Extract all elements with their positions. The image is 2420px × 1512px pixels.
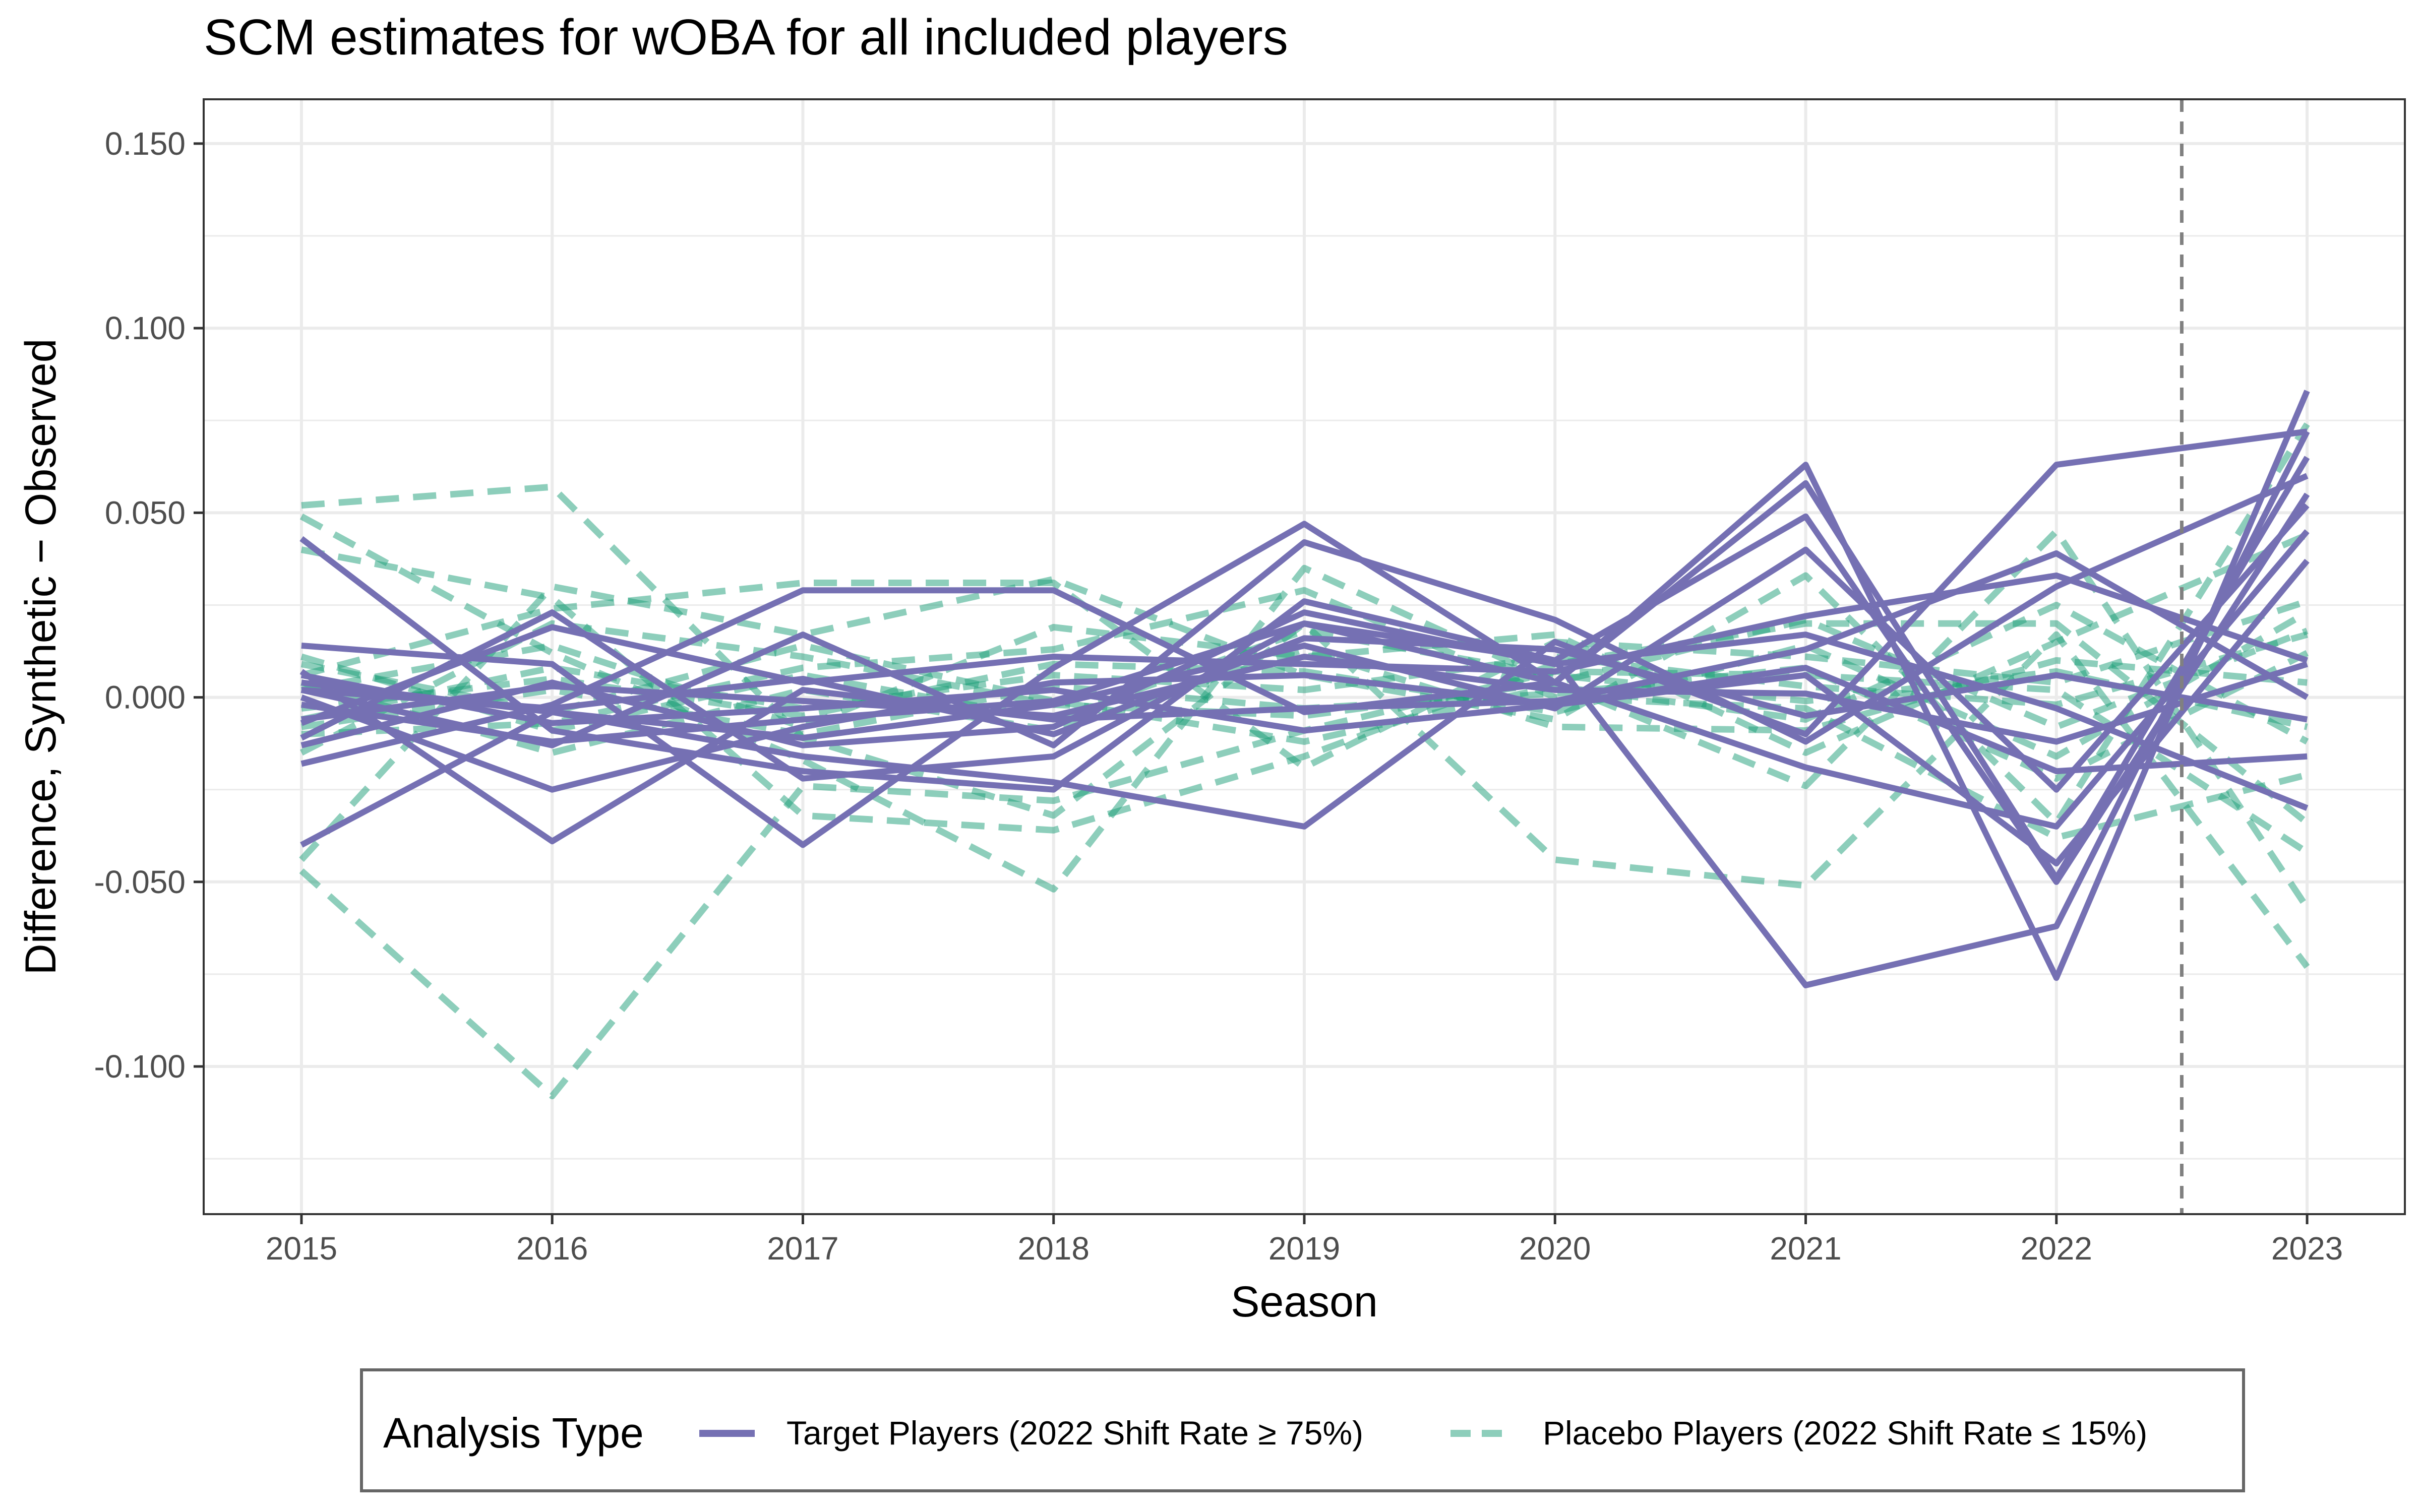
x-tick-label: 2016 <box>516 1230 588 1267</box>
chart-title: SCM estimates for wOBA for all included … <box>204 9 1288 66</box>
placebo-player-line <box>300 631 2308 723</box>
x-tick-label: 2018 <box>1018 1230 1090 1267</box>
target-player-line <box>300 473 2309 748</box>
placebo-player-line <box>300 532 2309 756</box>
x-tick-label: 2022 <box>2021 1230 2092 1267</box>
placebo-player-line <box>300 627 2308 734</box>
target-player-line <box>301 529 2310 830</box>
y-tick-label: 0.050 <box>105 494 186 531</box>
axis-layer: 0.150 0.100 0.050 0.000 -0.050 -0.100 2015 2016… <box>94 125 2343 1267</box>
target-player-line <box>301 635 2308 737</box>
y-tick-label: -0.100 <box>94 1048 186 1085</box>
target-player-line <box>299 430 2310 988</box>
legend-title: Analysis Type <box>383 1409 644 1457</box>
legend: Analysis Type Target Players (2022 Shift… <box>360 1368 2245 1492</box>
y-tick-label: 0.000 <box>105 679 186 716</box>
series-layer <box>299 390 2310 1100</box>
target-player-line <box>300 572 2309 726</box>
target-player-line <box>301 654 2308 745</box>
x-axis-label: Season <box>1231 1278 1378 1326</box>
legend-label-target: Target Players (2022 Shift Rate ≥ 75%) <box>786 1414 1363 1452</box>
placebo-player-line <box>301 483 2310 969</box>
placebo-player-line <box>300 546 2310 834</box>
target-player-line <box>299 550 2309 845</box>
target-player-line <box>300 609 2309 811</box>
x-tick-label: 2023 <box>2271 1230 2343 1267</box>
legend-label-placebo: Placebo Players (2022 Shift Rate ≤ 15%) <box>1543 1414 2147 1452</box>
target-player-line <box>300 558 2310 867</box>
y-tick-label: 0.100 <box>105 310 186 346</box>
y-axis-label: Difference, Synthetic − Observed <box>17 339 65 975</box>
x-tick-label: 2020 <box>1519 1230 1591 1267</box>
x-tick-label: 2017 <box>767 1230 838 1267</box>
x-tick-label: 2021 <box>1770 1230 1841 1267</box>
legend-box <box>360 1368 2245 1492</box>
y-tick-label: -0.050 <box>94 864 186 900</box>
y-tick-label: 0.150 <box>105 125 186 162</box>
x-tick-label: 2019 <box>1268 1230 1340 1267</box>
target-player-line <box>300 665 2308 775</box>
x-tick-label: 2015 <box>266 1230 337 1267</box>
placebo-player-line <box>300 580 2309 771</box>
